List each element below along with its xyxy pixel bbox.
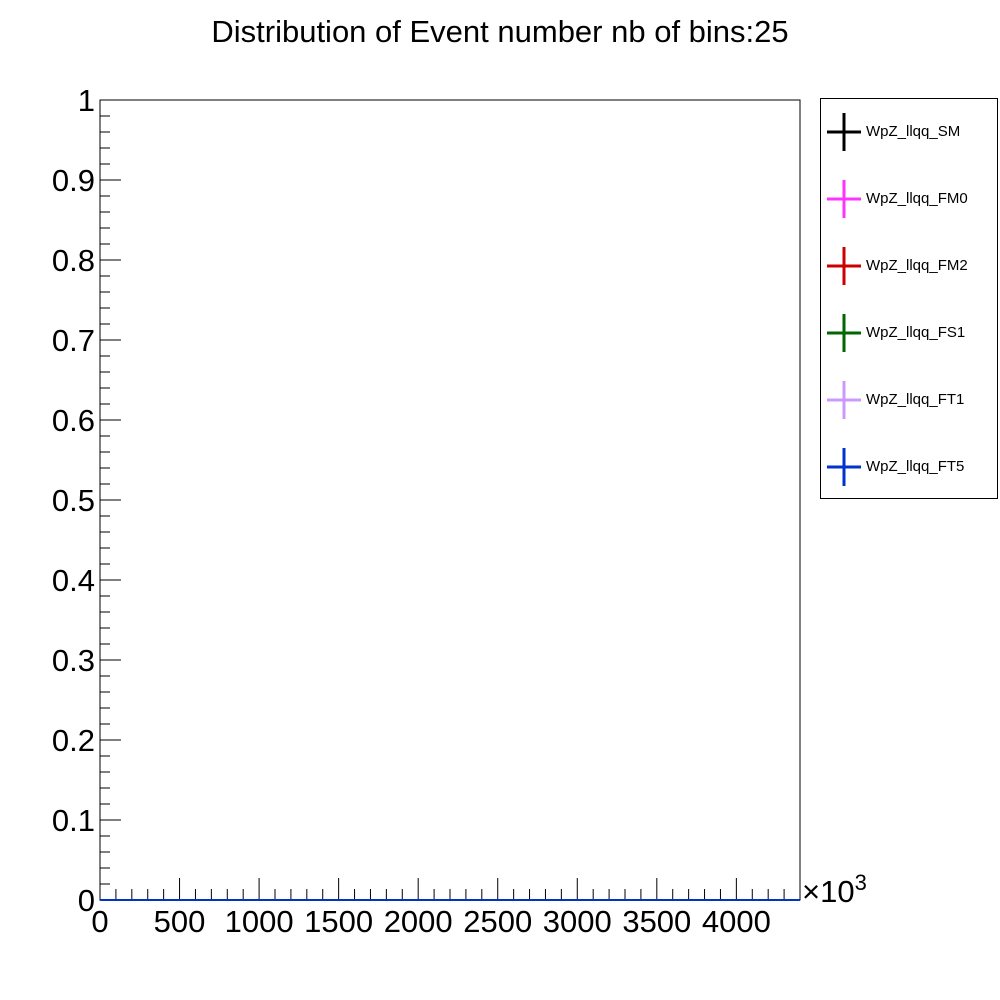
x-multiplier: ×103 <box>802 870 867 909</box>
y-tick-label: 0.2 <box>52 723 95 758</box>
chart-title: Distribution of Event number nb of bins:… <box>211 14 789 49</box>
x-tick-label: 500 <box>154 904 206 939</box>
x-tick-label: 0 <box>91 904 108 939</box>
legend-marker <box>827 448 861 486</box>
legend-entry: WpZ_llqq_FS1 <box>821 313 999 353</box>
y-tick-label: 0.6 <box>52 403 95 438</box>
legend-entry: WpZ_llqq_FM2 <box>821 246 999 286</box>
legend: WpZ_llqq_SM WpZ_llqq_FM0 WpZ_llqq_FM2 WpZ_l… <box>820 98 998 499</box>
legend-label: WpZ_llqq_FS1 <box>866 324 966 341</box>
x-tick-label: 4000 <box>702 904 771 939</box>
legend-entry: WpZ_llqq_SM <box>821 112 999 152</box>
y-tick-label: 0.5 <box>52 483 95 518</box>
legend-marker <box>827 381 861 419</box>
axis-ticks <box>99 99 801 901</box>
x-tick-label: 2500 <box>463 904 532 939</box>
legend-marker <box>827 113 861 151</box>
tick-labels: 0 0.1 0.2 0.3 0.4 0.5 0.6 0.7 0.8 0.9 1 0 500 1000 150… <box>52 83 771 939</box>
legend-label: WpZ_llqq_SM <box>866 123 961 140</box>
x-tick-label: 1000 <box>225 904 294 939</box>
x-multiplier-exponent: 3 <box>855 870 867 895</box>
legend-marker <box>827 180 861 218</box>
legend-label: WpZ_llqq_FM2 <box>866 257 968 274</box>
legend-entry: WpZ_llqq_FM0 <box>821 179 999 219</box>
legend-marker <box>827 247 861 285</box>
legend-marker <box>827 314 861 352</box>
legend-entry: WpZ_llqq_FT1 <box>821 380 999 420</box>
y-tick-label: 0.7 <box>52 323 95 358</box>
legend-label: WpZ_llqq_FT1 <box>866 391 965 408</box>
legend-label: WpZ_llqq_FT5 <box>866 458 965 475</box>
legend-label: WpZ_llqq_FM0 <box>866 190 968 207</box>
y-tick-label: 0 <box>78 883 95 918</box>
y-tick-label: 0.8 <box>52 243 95 278</box>
y-tick-label: 0.1 <box>52 803 95 838</box>
x-tick-label: 3500 <box>622 904 691 939</box>
legend-entry: WpZ_llqq_FT5 <box>821 447 999 487</box>
y-tick-label: 1 <box>78 83 95 118</box>
y-tick-label: 0.4 <box>52 563 95 598</box>
x-tick-label: 1500 <box>304 904 373 939</box>
x-tick-label: 3000 <box>543 904 612 939</box>
x-multiplier-base: ×10 <box>802 874 855 909</box>
x-tick-label: 2000 <box>384 904 453 939</box>
y-tick-label: 0.3 <box>52 643 95 678</box>
y-tick-label: 0.9 <box>52 163 95 198</box>
plot-frame <box>99 99 801 901</box>
